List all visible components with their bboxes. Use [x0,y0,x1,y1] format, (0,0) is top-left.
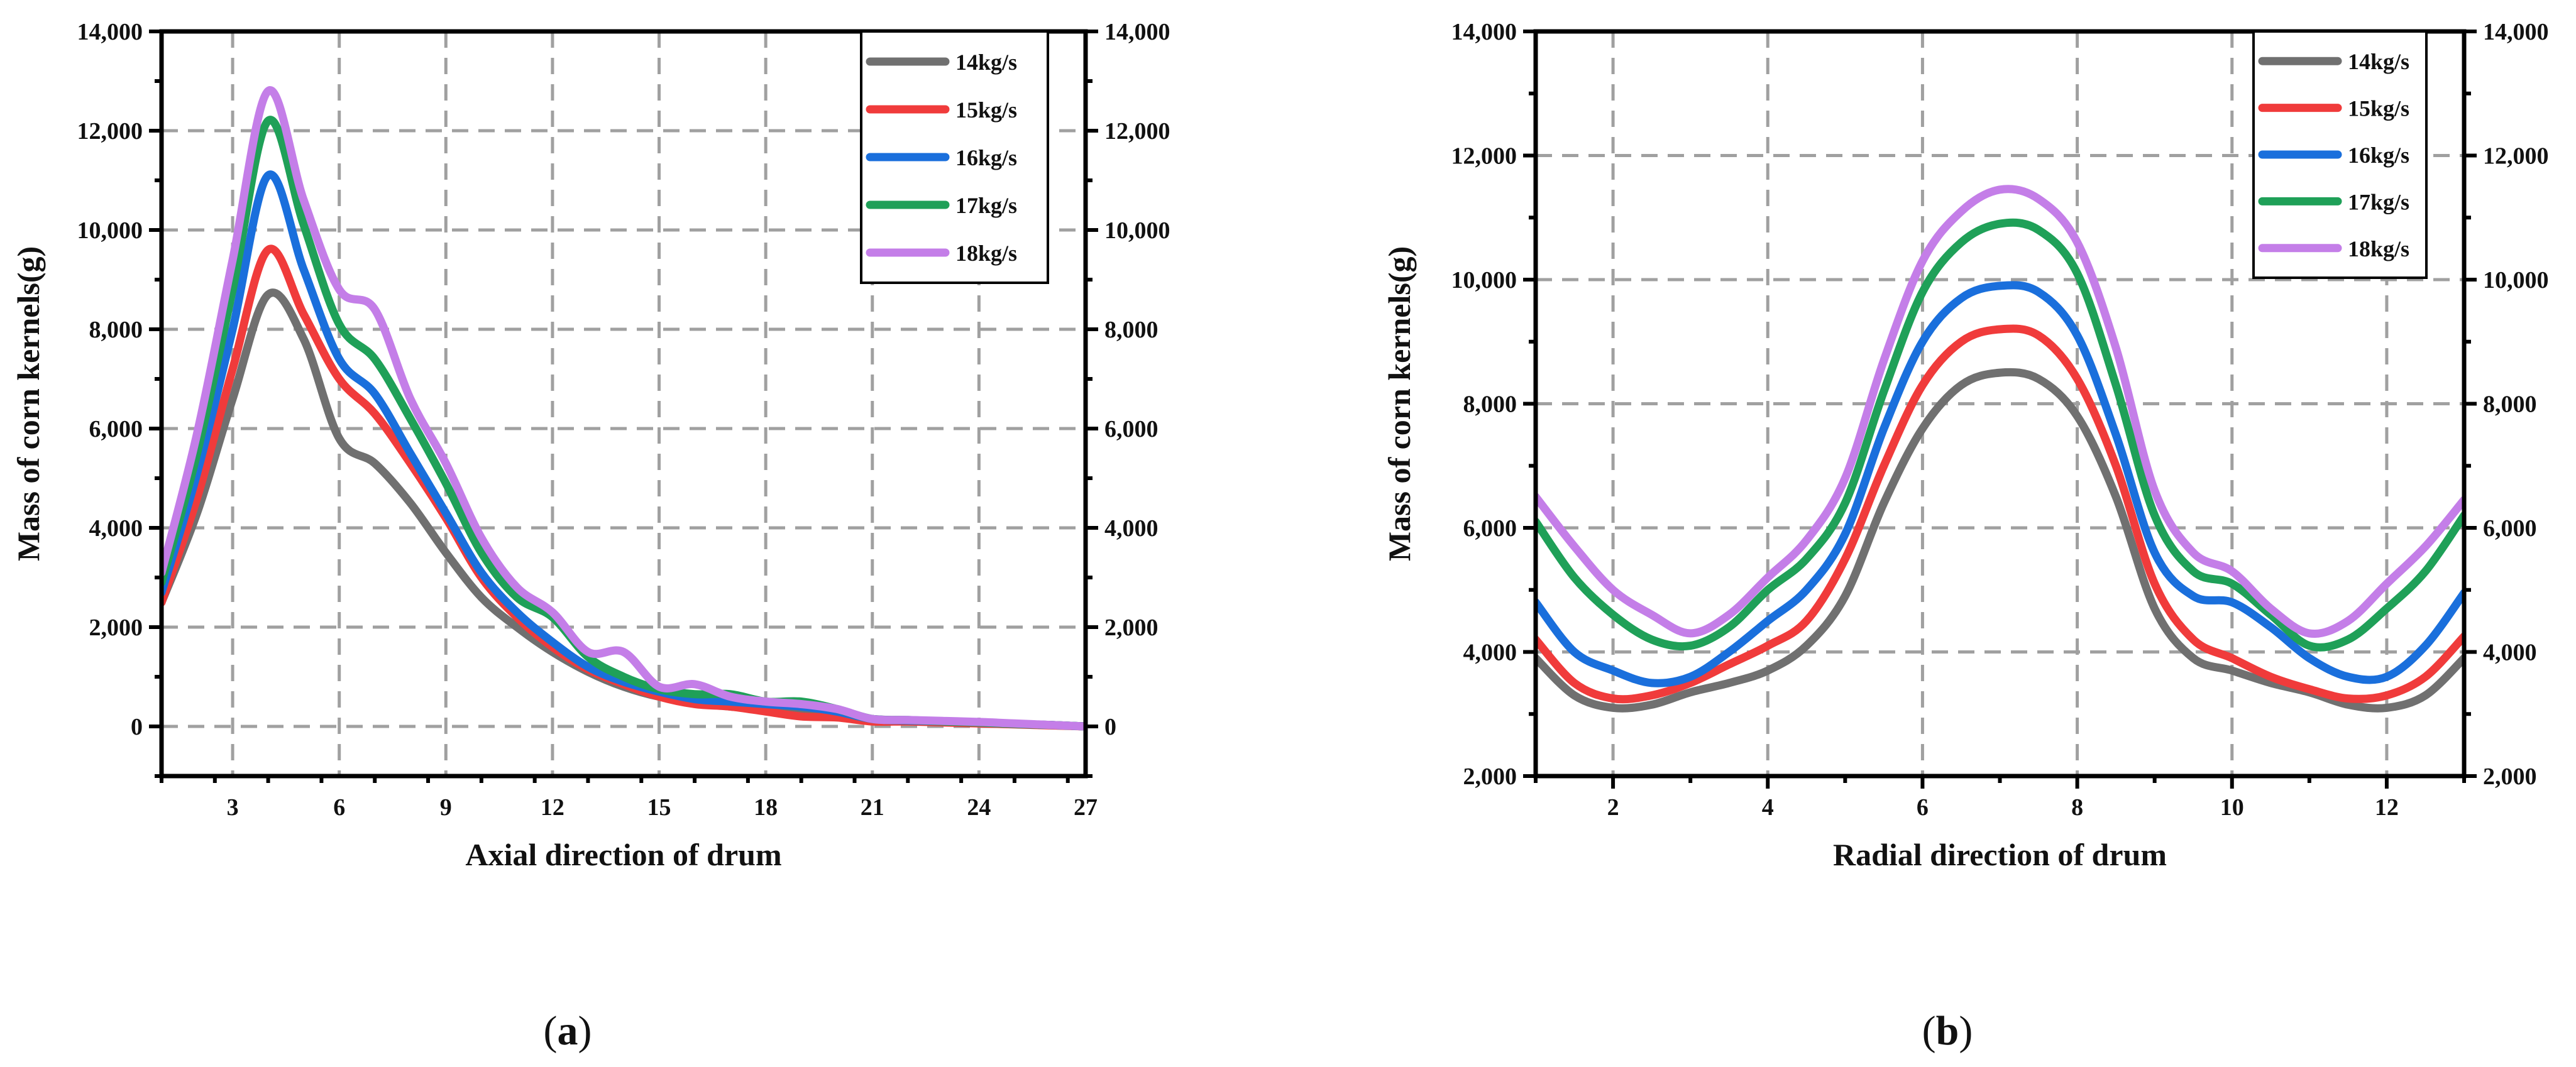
legend-label: 14kg/s [2348,49,2409,74]
legend-label: 16kg/s [2348,143,2409,168]
y-tick-label: 4,000 [1463,640,1517,666]
series-lines [1536,185,2464,713]
y-tick-label: 4,000 [89,515,143,542]
y-right-tick-label: 6,000 [1104,416,1159,442]
y-tick-label: 14,000 [1451,19,1517,45]
y-right-tick-label: 4,000 [2483,640,2537,666]
y-axis-right: 2,000 4,000 6,000 8,000 10,000 12,000 14,000 [2464,19,2549,790]
legend-label: 16kg/s [955,145,1017,170]
panel-label-letter: a [558,1008,578,1054]
chart-panel-a: 3 6 9 12 15 18 21 24 27 0 2,000 4,000 6,000 8,000 10,0… [11,19,1170,1054]
y-axis-title: Mass of corn kernels(g) [11,246,46,561]
series-line-17kg-per-s [1536,218,2464,652]
x-tick-label: 15 [647,794,671,821]
series-line-15kg-per-s [1536,324,2464,704]
x-tick-label: 18 [754,794,778,821]
legend-label: 14kg/s [955,50,1017,75]
y-right-tick-label: 8,000 [2483,391,2537,418]
legend-label: 15kg/s [955,97,1017,123]
panel-label-close-paren: ) [1959,1008,1973,1054]
x-axis: 3 6 9 12 15 18 21 24 27 [160,776,1098,821]
legend-label: 15kg/s [2348,96,2409,121]
x-tick-label: 27 [1074,794,1098,821]
panel-label-letter: b [1936,1008,1959,1054]
x-tick-label: 24 [967,794,991,821]
y-right-tick-label: 12,000 [1104,118,1170,145]
series-line-18kg-per-s [162,86,1086,731]
x-tick-label: 10 [2220,794,2244,821]
x-axis-title: Axial direction of drum [465,837,781,872]
y-tick-label: 8,000 [89,317,143,343]
x-tick-label: 21 [861,794,884,821]
series-lines [162,86,1086,731]
y-tick-label: 8,000 [1463,391,1517,418]
x-tick-label: 4 [1762,794,1774,821]
y-tick-label: 10,000 [77,217,143,244]
y-tick-label: 10,000 [1451,267,1517,293]
y-right-tick-label: 0 [1104,714,1116,740]
x-tick-label: 8 [2071,794,2083,821]
y-right-tick-label: 4,000 [1104,515,1159,542]
y-tick-label: 6,000 [89,416,143,442]
y-right-tick-label: 2,000 [2483,763,2537,790]
x-tick-label: 3 [227,794,239,821]
y-tick-label: 6,000 [1463,515,1517,542]
x-tick-label: 6 [333,794,345,821]
x-tick-label: 12 [541,794,564,821]
legend-label: 17kg/s [2348,189,2409,214]
y-axis-title: Mass of corn kernels(g) [1382,246,1417,561]
panel-label-open-paren: ( [544,1008,558,1054]
grid-lines [1536,31,2464,776]
plot-frame [159,29,1088,779]
panel-label: (b) [1922,1008,1973,1054]
legend: 14kg/s 15kg/s 16kg/s 17kg/s 18kg/s [2252,30,2428,279]
x-tick-label: 9 [440,794,452,821]
legend-label: 18kg/s [2348,236,2409,261]
panel-label-open-paren: ( [1922,1008,1936,1054]
x-tick-label: 6 [1917,794,1929,821]
legend: 14kg/s 15kg/s 16kg/s 17kg/s 18kg/s [860,30,1049,284]
x-tick-label: 12 [2375,794,2399,821]
y-tick-label: 12,000 [77,118,143,145]
series-line-16kg-per-s [1536,281,2464,687]
y-right-tick-label: 8,000 [1104,317,1159,343]
x-tick-label: 2 [1607,794,1619,821]
panel-label: (a) [544,1008,592,1054]
legend-label: 17kg/s [955,193,1017,218]
y-right-tick-label: 14,000 [2483,19,2549,45]
y-right-tick-label: 10,000 [2483,267,2549,293]
y-right-tick-label: 14,000 [1104,19,1170,45]
panel-label-close-paren: ) [578,1008,592,1054]
legend-label: 18kg/s [955,241,1017,266]
series-line-18kg-per-s [1536,185,2464,638]
y-tick-label: 2,000 [1463,763,1517,790]
y-right-tick-label: 2,000 [1104,615,1159,641]
x-axis-title: Radial direction of drum [1833,837,2167,872]
y-right-tick-label: 10,000 [1104,217,1170,244]
y-tick-label: 14,000 [77,19,143,45]
y-right-tick-label: 6,000 [2483,515,2537,542]
y-tick-label: 12,000 [1451,143,1517,170]
y-tick-label: 2,000 [89,615,143,641]
y-axis-left: 0 2,000 4,000 6,000 8,000 10,000 12,000 14,000 [77,19,162,778]
y-tick-label: 0 [131,714,143,740]
chart-panel-b: 2 4 6 8 10 12 2,000 4,000 6,000 8,000 10,000 12,000… [1382,19,2549,1054]
y-axis-left: 2,000 4,000 6,000 8,000 10,000 12,000 14,000 [1451,19,1536,790]
y-right-tick-label: 12,000 [2483,143,2549,170]
y-axis-right: 0 2,000 4,000 6,000 8,000 10,000 12,000 14,000 [1086,19,1170,778]
x-axis: 2 4 6 8 10 12 [1534,776,2466,821]
